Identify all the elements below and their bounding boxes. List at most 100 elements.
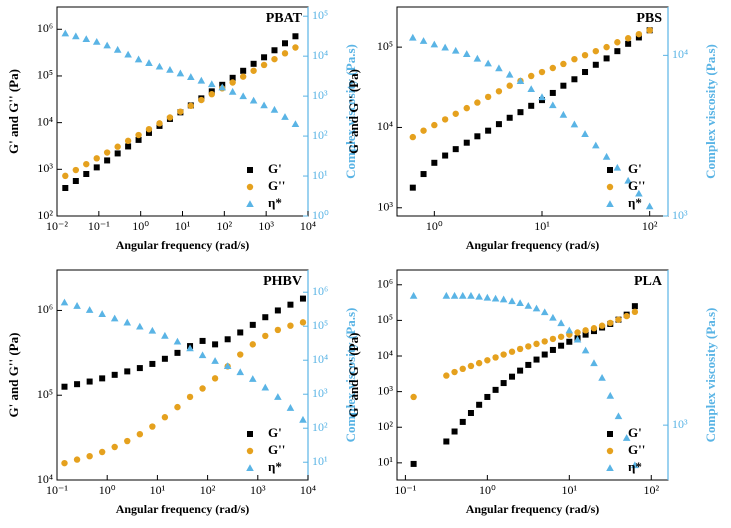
marker-square xyxy=(431,159,438,166)
marker-square xyxy=(635,34,642,41)
marker-triangle xyxy=(261,383,270,391)
marker-circle xyxy=(72,166,80,174)
marker-triangle xyxy=(299,415,307,423)
y-tick-label: 10⁶ xyxy=(37,302,53,316)
x-tick-label: 10⁴ xyxy=(300,483,316,497)
legend-marker xyxy=(607,167,613,173)
marker-circle xyxy=(590,325,598,332)
x-tick-label: 10¹ xyxy=(562,483,578,497)
marker-triangle xyxy=(540,308,549,316)
y2-tick-label: 10⁵ xyxy=(312,8,328,22)
marker-circle xyxy=(516,345,524,353)
marker-circle xyxy=(111,443,118,451)
marker-circle xyxy=(538,68,546,76)
legend-marker xyxy=(606,447,614,455)
marker-square xyxy=(212,341,219,348)
marker-square xyxy=(145,129,152,136)
marker-square xyxy=(274,307,281,314)
marker-circle xyxy=(103,149,111,156)
legend-label: G' xyxy=(628,425,642,440)
marker-triangle xyxy=(505,70,514,78)
marker-circle xyxy=(135,131,142,139)
panel: 10⁰ 10¹ 10² 10³ 10⁴ 10⁵ 10³ 10⁴ Angular frequenc… xyxy=(346,6,718,252)
marker-triangle xyxy=(570,120,579,128)
marker-circle xyxy=(260,61,268,69)
marker-triangle xyxy=(549,101,557,109)
legend-marker xyxy=(247,167,253,173)
marker-triangle xyxy=(61,29,70,37)
marker-circle xyxy=(495,88,503,95)
legend-marker xyxy=(607,431,613,437)
legend-label: G' xyxy=(628,161,642,176)
marker-circle xyxy=(156,120,163,127)
marker-circle xyxy=(463,104,470,112)
marker-triangle xyxy=(508,297,516,305)
y-tick-label: 10⁵ xyxy=(37,68,53,82)
y-tick-label: 10⁶ xyxy=(377,277,393,291)
y-tick-label: 10¹ xyxy=(377,455,393,469)
marker-circle xyxy=(467,362,475,370)
marker-circle xyxy=(615,316,622,323)
marker-circle xyxy=(61,459,68,467)
y-tick-label: 10³ xyxy=(377,383,393,397)
x-tick-label: 10¹ xyxy=(534,219,550,233)
marker-square xyxy=(476,401,483,408)
y2-tick-label: 10³ xyxy=(672,208,688,222)
marker-square xyxy=(62,184,69,191)
marker-triangle xyxy=(483,293,492,301)
x-tick-label: 10⁰ xyxy=(426,219,443,233)
marker-square xyxy=(282,40,289,47)
legend-label: η* xyxy=(628,459,642,474)
y2-tick-label: 10² xyxy=(312,128,328,142)
marker-square xyxy=(484,393,491,400)
marker-circle xyxy=(607,319,614,327)
y2-axis-title: Complex viscosity (Pa.s) xyxy=(343,44,358,179)
marker-square xyxy=(625,40,632,47)
marker-triangle xyxy=(187,73,195,80)
y2-tick-label: 10³ xyxy=(312,386,328,400)
marker-square xyxy=(174,349,181,356)
marker-circle xyxy=(211,375,219,382)
marker-triangle xyxy=(270,105,279,113)
marker-circle xyxy=(646,27,653,34)
marker-triangle xyxy=(248,375,257,382)
marker-square xyxy=(592,61,599,68)
legend-label: G'' xyxy=(268,178,285,193)
marker-triangle xyxy=(573,335,582,343)
marker-square xyxy=(125,143,132,150)
y-tick-label: 10³ xyxy=(37,161,53,175)
legend-marker xyxy=(606,200,614,207)
marker-circle xyxy=(508,348,516,355)
panel: 10⁻¹ 10⁰ 10¹ 10² 10³ 10⁴ 10⁴ 10⁵ 10⁶ 10¹ 10² 10³ 10⁴… xyxy=(6,269,358,516)
marker-triangle xyxy=(148,326,157,334)
marker-square xyxy=(224,336,231,343)
panel-title: PHBV xyxy=(263,274,302,289)
x-tick-label: 10² xyxy=(217,219,233,233)
marker-triangle xyxy=(161,331,169,339)
marker-square xyxy=(528,102,535,109)
marker-square xyxy=(506,114,513,121)
x-axis-title: Angular frequency (rad/s) xyxy=(116,502,250,516)
marker-circle xyxy=(541,338,548,345)
marker-triangle xyxy=(549,313,557,321)
marker-triangle xyxy=(559,110,568,118)
marker-triangle xyxy=(613,163,622,171)
marker-square xyxy=(582,331,589,338)
marker-triangle xyxy=(409,33,417,41)
marker-triangle xyxy=(590,359,598,367)
y2-axis-title: Complex viscosity (Pa.s) xyxy=(703,44,718,179)
marker-square xyxy=(114,150,121,157)
y-tick-label: 10² xyxy=(37,208,53,222)
marker-triangle xyxy=(635,189,643,197)
marker-square xyxy=(287,301,294,308)
marker-circle xyxy=(492,354,499,361)
marker-triangle xyxy=(155,62,164,70)
legend-marker xyxy=(606,464,614,471)
panel: 10⁻¹ 10⁰ 10¹ 10² 10¹ 10² 10³ 10⁴ 10⁵ 10⁶ 10³ Angula… xyxy=(346,269,718,516)
marker-circle xyxy=(124,137,132,145)
marker-triangle xyxy=(475,292,483,300)
x-tick-label: 10³ xyxy=(250,483,266,497)
marker-circle xyxy=(199,385,206,392)
